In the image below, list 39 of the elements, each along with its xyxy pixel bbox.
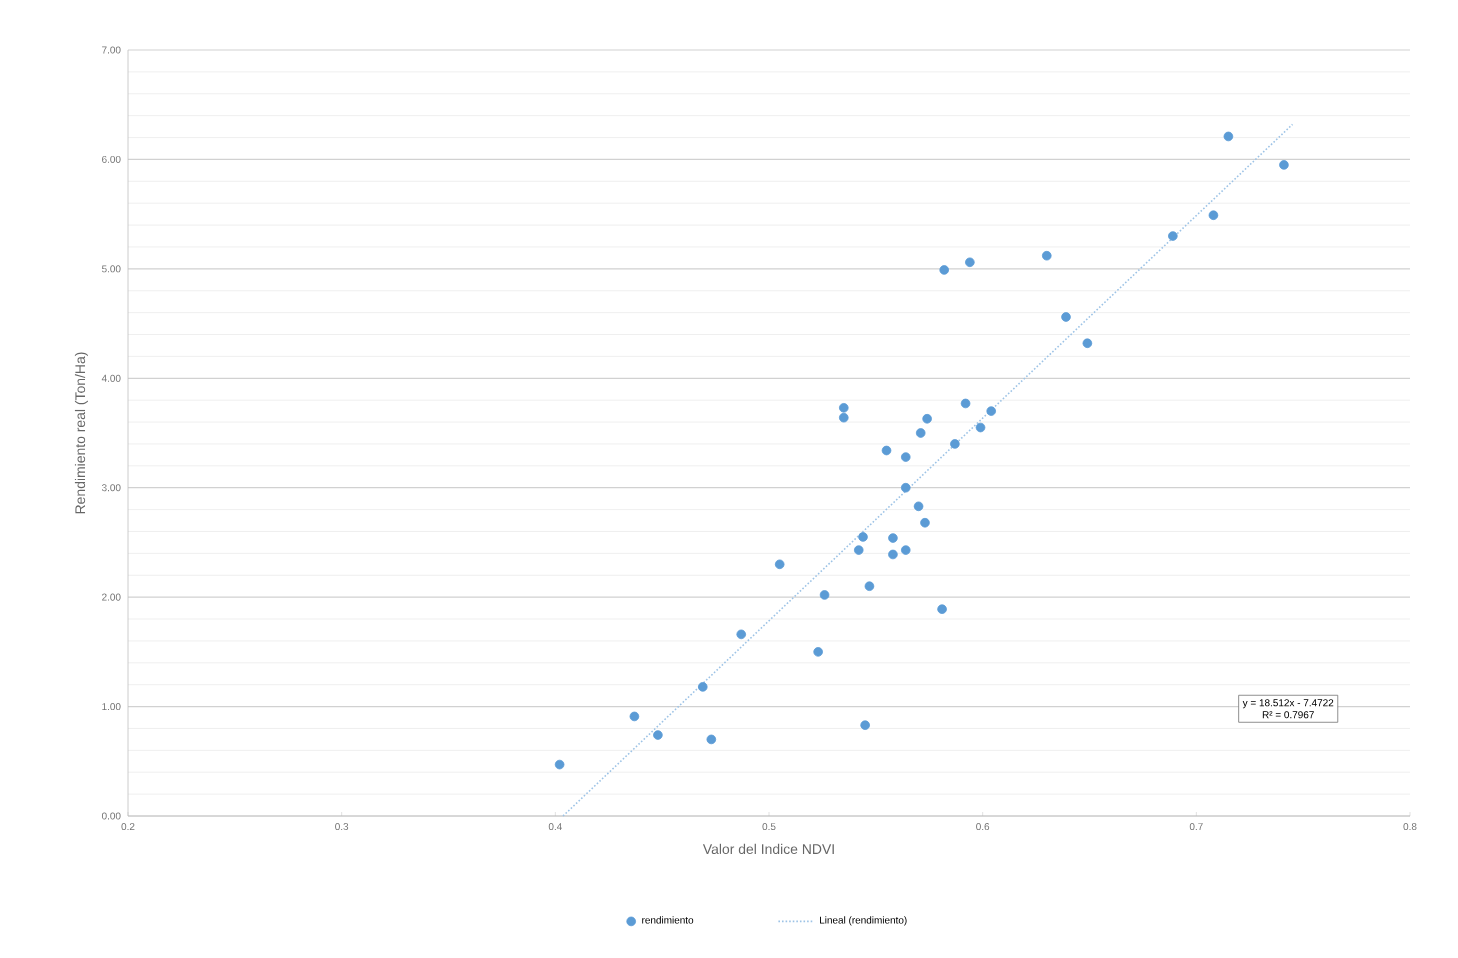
point <box>888 549 898 560</box>
point <box>888 533 898 543</box>
point <box>920 517 930 528</box>
point <box>965 257 975 268</box>
point <box>838 412 849 423</box>
point <box>939 265 950 275</box>
point <box>913 501 924 512</box>
point <box>736 629 747 640</box>
point <box>950 439 960 449</box>
point <box>838 403 849 413</box>
point <box>1208 210 1219 221</box>
point <box>900 545 911 555</box>
point <box>554 759 565 770</box>
point <box>853 545 864 555</box>
point <box>900 482 911 493</box>
point <box>922 413 932 424</box>
point <box>774 559 785 570</box>
point <box>1082 338 1093 349</box>
point <box>881 445 892 456</box>
point <box>1041 250 1052 261</box>
point <box>819 590 830 600</box>
point <box>960 398 971 409</box>
point <box>813 647 823 657</box>
point <box>975 422 986 433</box>
point <box>629 711 640 722</box>
point <box>900 452 911 462</box>
point <box>1061 312 1071 322</box>
point <box>864 581 875 591</box>
point <box>915 428 926 438</box>
point <box>697 682 708 692</box>
point <box>1279 160 1289 170</box>
point <box>860 720 870 730</box>
point <box>937 604 947 614</box>
point <box>858 532 868 542</box>
point <box>1168 231 1178 241</box>
point <box>1223 131 1234 142</box>
point <box>706 734 717 745</box>
point <box>653 730 663 740</box>
point <box>986 406 997 416</box>
